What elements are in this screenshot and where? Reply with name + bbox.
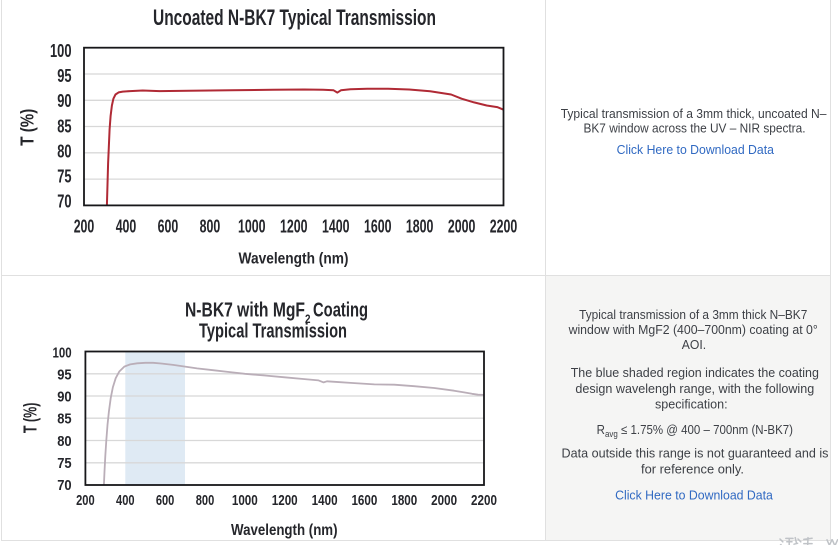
svg-text:85: 85: [57, 115, 71, 136]
svg-text:BK7 window across the UV – NIR: BK7 window across the UV – NIR spectra.: [584, 121, 806, 136]
svg-text:1800: 1800: [406, 215, 434, 236]
svg-text:Typical transmission of a 3mm: Typical transmission of a 3mm thick N–BK…: [579, 307, 807, 322]
svg-text:800: 800: [196, 492, 215, 509]
svg-text:Data outside this range is not: Data outside this range is not guarantee…: [562, 446, 829, 461]
svg-text:The blue shaded region indicat: The blue shaded region indicates the coa…: [571, 365, 819, 380]
svg-text:2200: 2200: [490, 215, 518, 236]
svg-text:Coating: Coating: [313, 298, 368, 321]
svg-text:window with MgF2 (400–700nm) c: window with MgF2 (400–700nm) coating at …: [568, 322, 818, 337]
svg-text:Typical transmission of a 3mm: Typical transmission of a 3mm thick, unc…: [561, 106, 828, 121]
svg-text:2000: 2000: [431, 492, 457, 509]
svg-text:T (%): T (%): [17, 109, 38, 146]
svg-text:95: 95: [57, 366, 71, 383]
svg-text:T (%): T (%): [20, 403, 41, 434]
svg-text:75: 75: [57, 166, 71, 187]
svg-text:2: 2: [305, 312, 311, 326]
svg-text:400: 400: [116, 215, 137, 236]
svg-text:Uncoated N-BK7 Typical Transmi: Uncoated N-BK7 Typical Transmission: [153, 5, 436, 30]
svg-text:Ravg ≤ 1.75% @ 400 – 700nm (N-: Ravg ≤ 1.75% @ 400 – 700nm (N-BK7): [597, 423, 793, 440]
svg-text:Click Here to Download Data: Click Here to Download Data: [617, 142, 775, 157]
svg-text:2200: 2200: [471, 492, 497, 509]
svg-text:1000: 1000: [232, 492, 258, 509]
svg-text:Wavelength (nm): Wavelength (nm): [231, 522, 338, 539]
svg-text:800: 800: [200, 215, 221, 236]
svg-text:95: 95: [57, 65, 71, 86]
svg-text:75: 75: [57, 455, 71, 472]
svg-text:600: 600: [156, 492, 175, 509]
svg-text:Click Here to Download Data: Click Here to Download Data: [615, 487, 774, 502]
svg-text:1600: 1600: [364, 215, 392, 236]
svg-text:AOI.: AOI.: [682, 337, 706, 352]
svg-text:2000: 2000: [448, 215, 476, 236]
svg-text:1000: 1000: [238, 215, 266, 236]
svg-text:Typical Transmission: Typical Transmission: [199, 320, 347, 343]
svg-text:Wavelength (nm): Wavelength (nm): [239, 250, 349, 267]
svg-text:200: 200: [74, 215, 95, 236]
svg-text:for reference only.: for reference only.: [641, 462, 744, 477]
svg-text:200: 200: [76, 492, 95, 509]
svg-text:85: 85: [57, 411, 71, 428]
svg-text:80: 80: [57, 433, 71, 450]
svg-text:1400: 1400: [322, 215, 350, 236]
svg-text:N-BK7 with MgF: N-BK7 with MgF: [185, 298, 305, 321]
svg-text:90: 90: [57, 389, 71, 406]
svg-text:1400: 1400: [312, 492, 338, 509]
svg-text:1800: 1800: [391, 492, 417, 509]
svg-text:600: 600: [158, 215, 179, 236]
svg-text:400: 400: [116, 492, 135, 509]
svg-text:1200: 1200: [280, 215, 308, 236]
svg-text:specification:: specification:: [655, 396, 728, 411]
svg-text:70: 70: [57, 191, 71, 212]
svg-text:100: 100: [50, 40, 72, 61]
svg-text:100: 100: [53, 344, 72, 361]
svg-text:80: 80: [57, 141, 71, 162]
svg-text:design wavelengh range, with t: design wavelengh range, with the followi…: [575, 381, 814, 396]
svg-text:1200: 1200: [272, 492, 298, 509]
svg-text:70: 70: [57, 477, 71, 494]
svg-text:1600: 1600: [351, 492, 377, 509]
svg-text:90: 90: [57, 90, 71, 111]
